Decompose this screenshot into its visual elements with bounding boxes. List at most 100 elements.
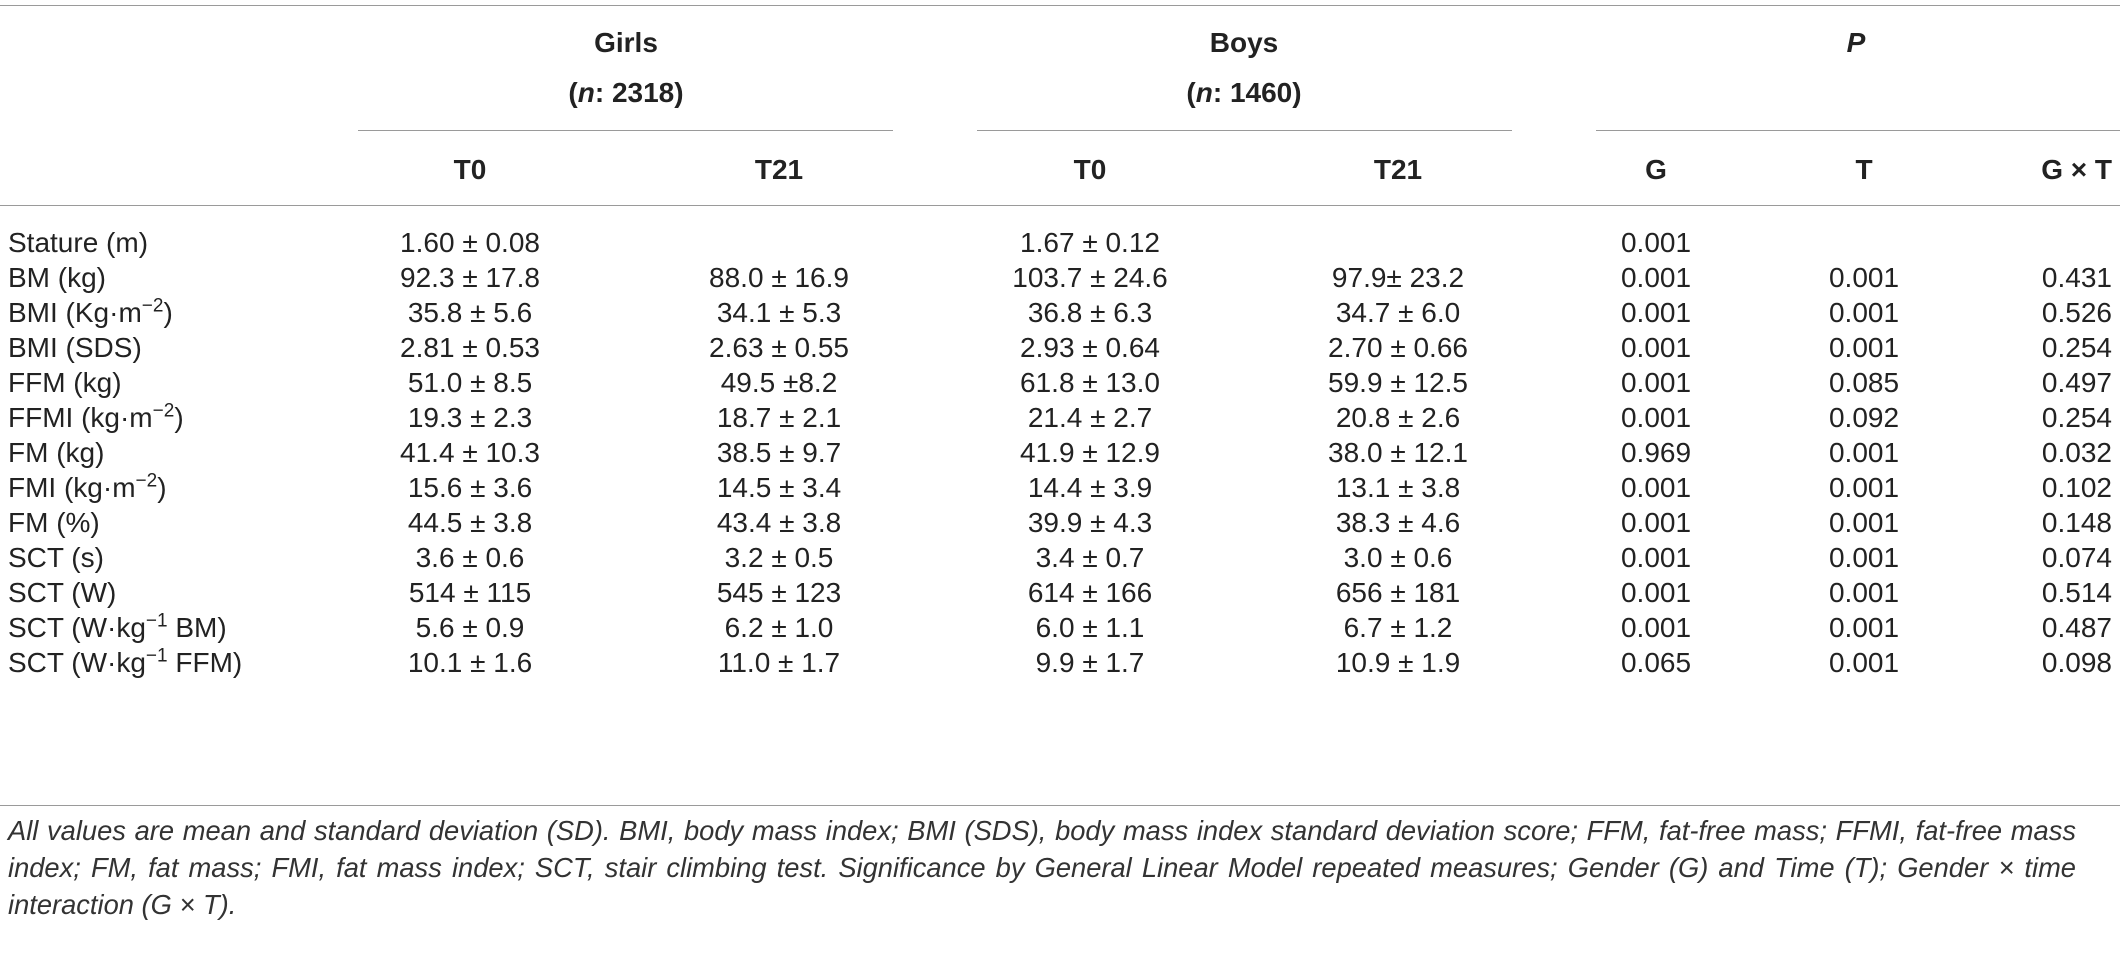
row-label: FFM (kg) <box>8 367 122 398</box>
table-cell: 6.7 ± 1.2 <box>1343 612 1453 643</box>
table-cell: 0.001 <box>1620 577 1692 608</box>
table-cell: 0.098 <box>2041 647 2112 678</box>
subheader-boys-t0: T0 <box>1073 154 1107 185</box>
table-cell: 0.487 <box>2041 612 2112 643</box>
table-cell: 0.001 <box>1620 367 1692 398</box>
table-cell: 3.4 ± 0.7 <box>1035 542 1145 573</box>
table-cell: 0.032 <box>2041 437 2112 468</box>
boys-label: Boys <box>1209 27 1279 58</box>
boys-n: (n: 1460) <box>1186 77 1302 108</box>
boys-span-rule <box>977 130 1512 131</box>
table-cell: 0.102 <box>2041 472 2112 503</box>
table-cell: 10.1 ± 1.6 <box>407 647 533 678</box>
table-cell: 36.8 ± 6.3 <box>1027 297 1153 328</box>
table-cell: 0.001 <box>1828 332 1900 363</box>
table-cell: 51.0 ± 8.5 <box>407 367 533 398</box>
table-cell: 20.8 ± 2.6 <box>1335 402 1461 433</box>
table-cell: 0.001 <box>1620 227 1692 258</box>
table-cell: 0.514 <box>2041 577 2112 608</box>
table-cell: 0.001 <box>1828 262 1900 293</box>
table-cell: 0.497 <box>2041 367 2112 398</box>
p-label: P <box>1846 27 1866 58</box>
table-cell: 21.4 ± 2.7 <box>1027 402 1153 433</box>
table-cell: 3.2 ± 0.5 <box>724 542 834 573</box>
row-label: BMI (SDS) <box>8 332 142 363</box>
table-cell: 656 ± 181 <box>1335 577 1461 608</box>
table-cell: 0.254 <box>2041 332 2112 363</box>
table-cell: 15.6 ± 3.6 <box>407 472 533 503</box>
table-cell: 0.001 <box>1620 402 1692 433</box>
table-cell: 2.81 ± 0.53 <box>400 332 540 363</box>
table-cell: 0.001 <box>1828 612 1900 643</box>
table-cell: 59.9 ± 12.5 <box>1328 367 1468 398</box>
body-bottom-rule <box>0 805 2120 806</box>
table-cell: 3.0 ± 0.6 <box>1343 542 1453 573</box>
table-cell: 545 ± 123 <box>716 577 842 608</box>
table-cell: 0.092 <box>1828 402 1900 433</box>
subheader-girls-t0: T0 <box>453 154 487 185</box>
table-cell: 0.001 <box>1620 612 1692 643</box>
table-cell: 0.431 <box>2041 262 2112 293</box>
table-cell: 44.5 ± 3.8 <box>407 507 533 538</box>
boys-header: Boys (n: 1460) <box>1186 18 1301 118</box>
table-cell: 0.254 <box>2041 402 2112 433</box>
table-cell: 10.9 ± 1.9 <box>1335 647 1461 678</box>
row-label: FMI (kg·m−2) <box>8 470 167 503</box>
table-cell: 38.5 ± 9.7 <box>716 437 842 468</box>
row-label: BMI (Kg·m−2) <box>8 295 173 328</box>
table-cell: 0.001 <box>1828 507 1900 538</box>
table-cell: 2.93 ± 0.64 <box>1020 332 1160 363</box>
row-label: SCT (s) <box>8 542 104 573</box>
table-cell: 1.67 ± 0.12 <box>1020 227 1160 258</box>
table-cell: 0.148 <box>2041 507 2112 538</box>
table-cell: 0.001 <box>1620 472 1692 503</box>
table-cell: 41.4 ± 10.3 <box>400 437 540 468</box>
p-span-rule <box>1596 130 2120 131</box>
table-cell: 18.7 ± 2.1 <box>716 402 842 433</box>
top-rule <box>0 5 2120 6</box>
subheader-girls-t21: T21 <box>754 154 804 185</box>
table-cell: 0.001 <box>1828 297 1900 328</box>
table-cell: 88.0 ± 16.9 <box>709 262 849 293</box>
table-cell: 0.001 <box>1620 262 1692 293</box>
table-cell: 0.969 <box>1620 437 1692 468</box>
table-cell: 0.526 <box>2041 297 2112 328</box>
table-cell: 103.7 ± 24.6 <box>1012 262 1168 293</box>
subheader-p-gxt: G × T <box>2041 154 2112 185</box>
row-label: FFMI (kg·m−2) <box>8 400 184 433</box>
table-cell: 0.001 <box>1620 507 1692 538</box>
table-cell: 0.001 <box>1828 647 1900 678</box>
table-cell: 1.60 ± 0.08 <box>400 227 540 258</box>
table-cell: 2.70 ± 0.66 <box>1328 332 1468 363</box>
table-cell: 49.5 ±8.2 <box>720 367 838 398</box>
table-cell: 0.001 <box>1620 332 1692 363</box>
row-label: SCT (W) <box>8 577 117 608</box>
girls-n: (n: 2318) <box>568 77 684 108</box>
row-label: Stature (m) <box>8 227 149 258</box>
table-cell: 0.001 <box>1828 542 1900 573</box>
girls-span-rule <box>358 130 893 131</box>
table-footnote: All values are mean and standard deviati… <box>8 815 2076 920</box>
table-cell: 41.9 ± 12.9 <box>1020 437 1160 468</box>
row-label: BM (kg) <box>8 262 106 293</box>
table-cell: 39.9 ± 4.3 <box>1027 507 1153 538</box>
table-cell: 34.1 ± 5.3 <box>716 297 842 328</box>
table-cell: 2.63 ± 0.55 <box>709 332 849 363</box>
row-label: SCT (W·kg−1 FFM) <box>8 645 243 678</box>
table-cell: 38.0 ± 12.1 <box>1328 437 1468 468</box>
subheader-boys-t21: T21 <box>1373 154 1423 185</box>
table-cell: 6.2 ± 1.0 <box>724 612 834 643</box>
table-cell: 14.4 ± 3.9 <box>1027 472 1153 503</box>
table-cell: 5.6 ± 0.9 <box>415 612 525 643</box>
table-cell: 35.8 ± 5.6 <box>407 297 533 328</box>
table-cell: 9.9 ± 1.7 <box>1035 647 1145 678</box>
table-cell: 61.8 ± 13.0 <box>1020 367 1160 398</box>
table-cell: 38.3 ± 4.6 <box>1335 507 1461 538</box>
table-cell: 0.001 <box>1620 297 1692 328</box>
table-cell: 6.0 ± 1.1 <box>1035 612 1145 643</box>
table-cell: 19.3 ± 2.3 <box>407 402 533 433</box>
row-label: FM (%) <box>8 507 100 538</box>
subheader-p-t: T <box>1855 154 1873 185</box>
table-cell: 0.085 <box>1828 367 1900 398</box>
table-cell: 11.0 ± 1.7 <box>717 647 841 678</box>
